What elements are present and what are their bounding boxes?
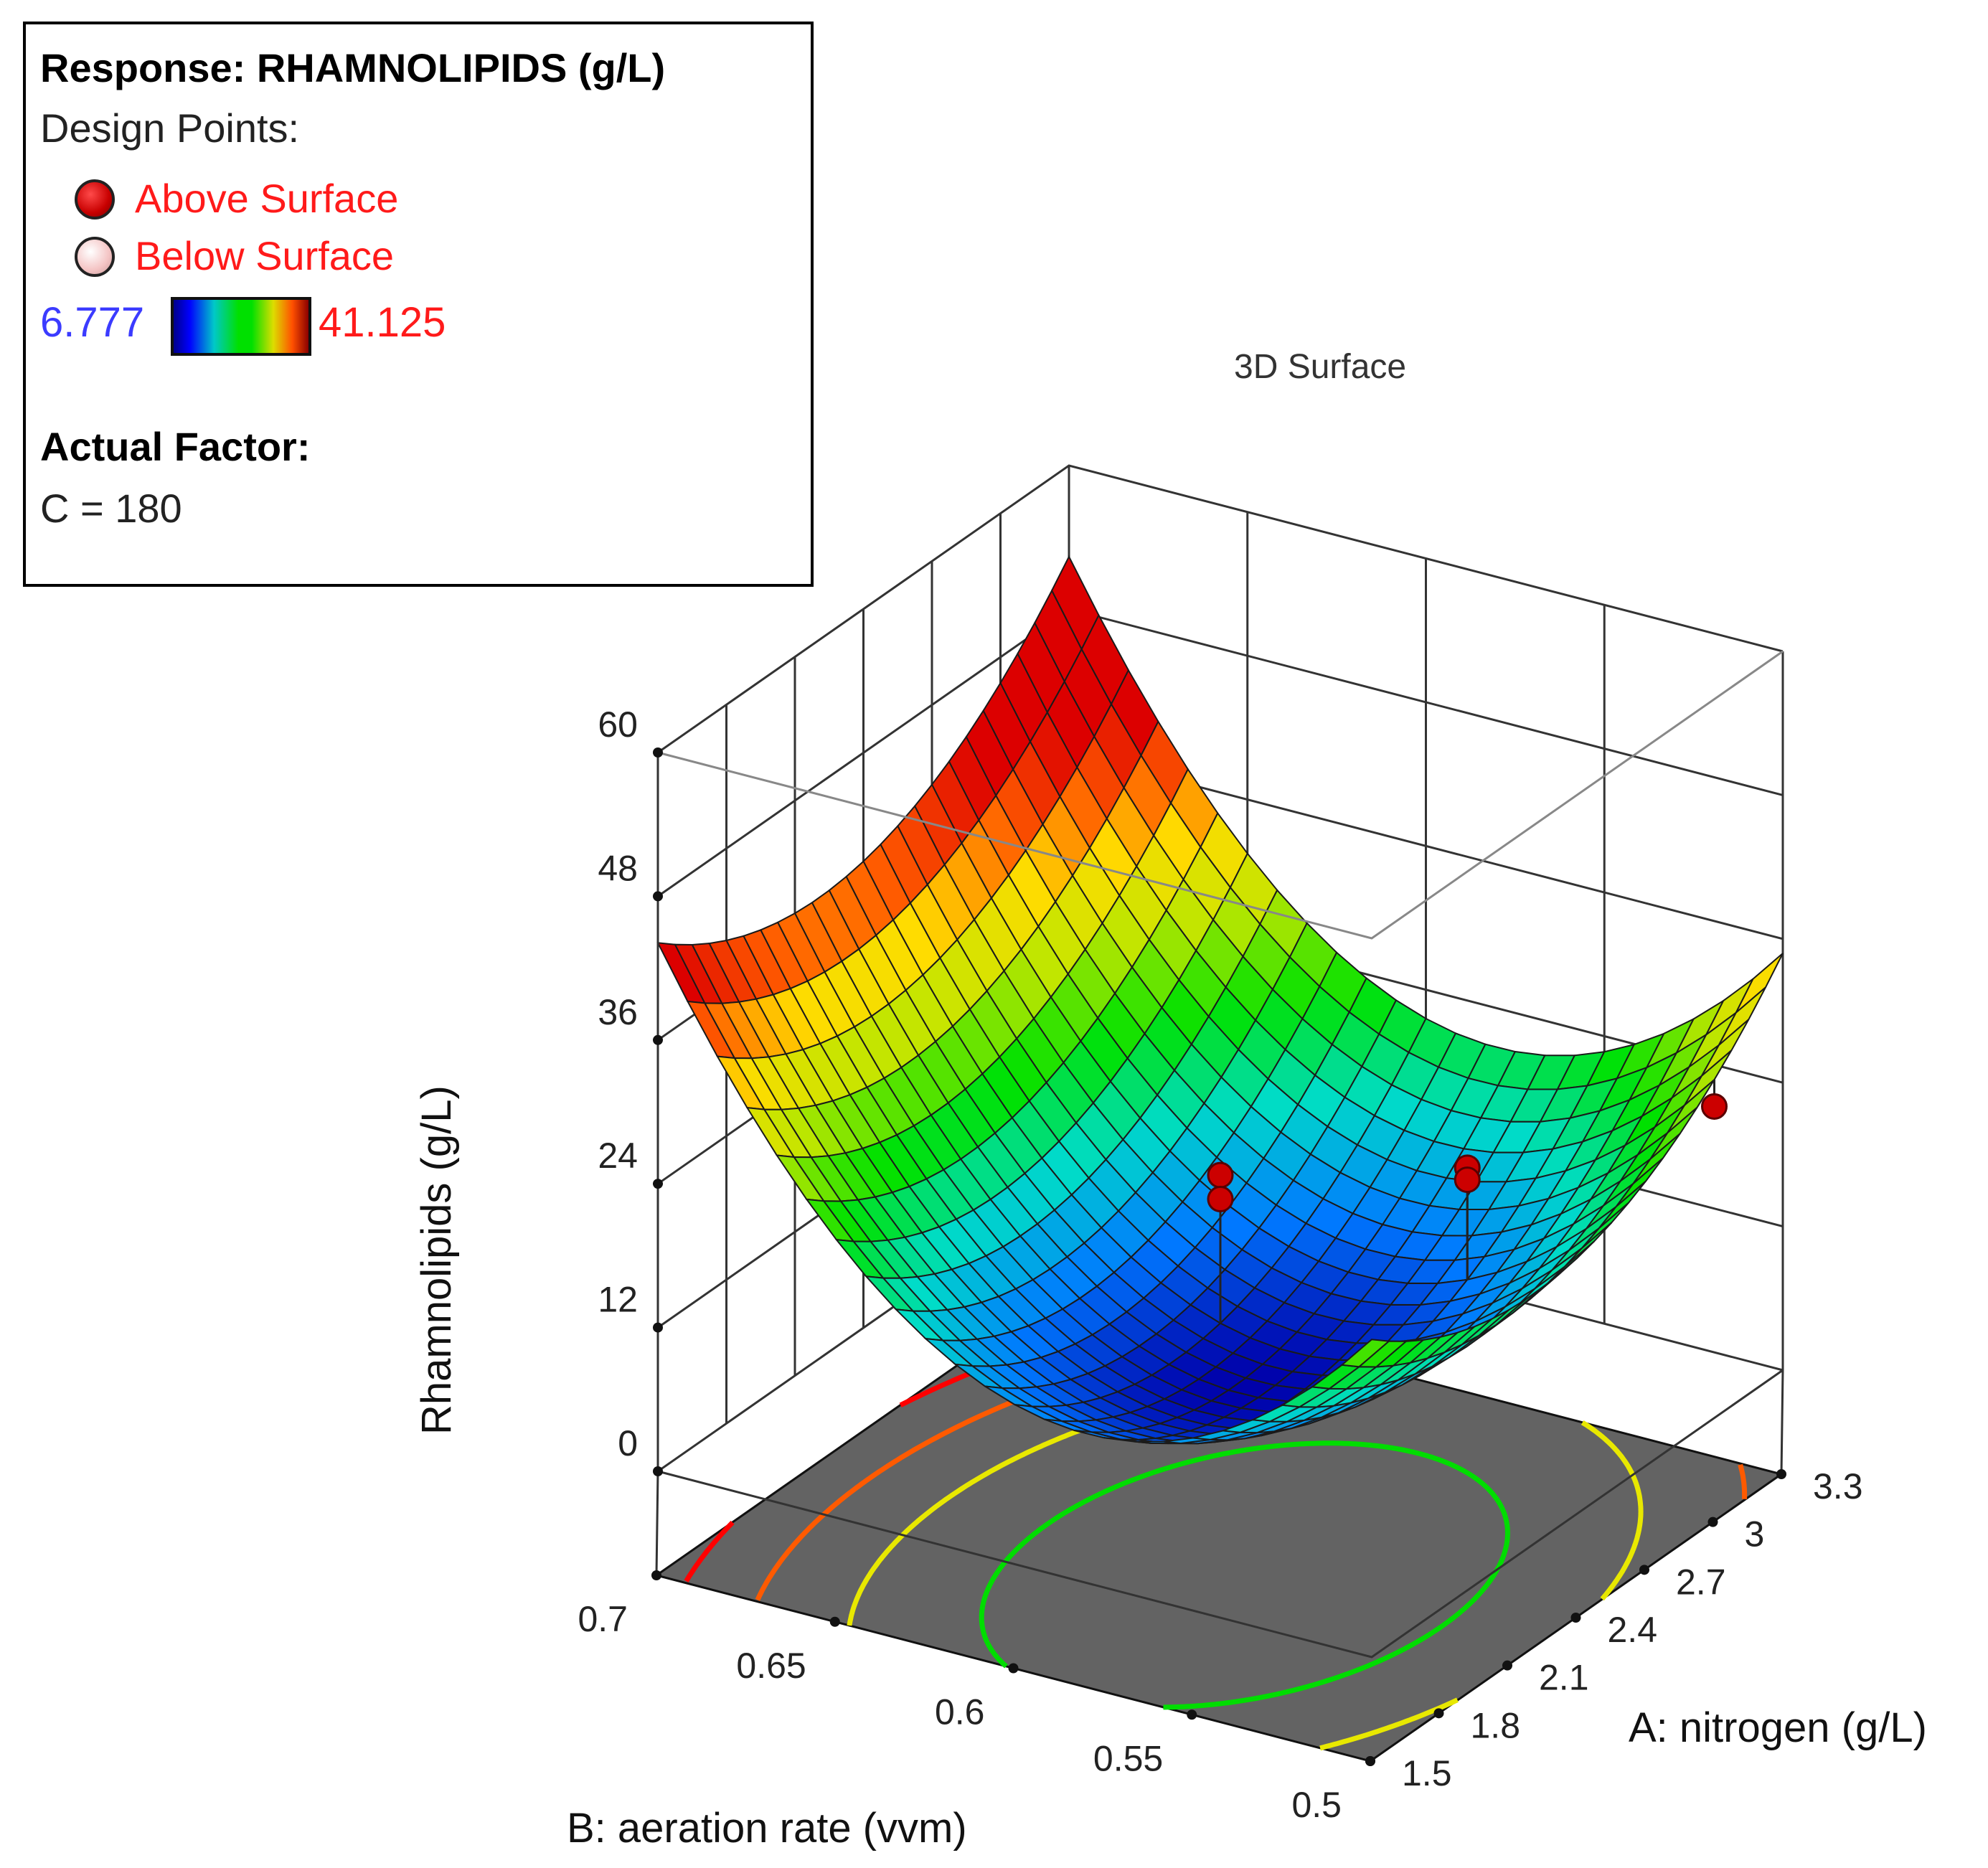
y-tick-label: 0.5 bbox=[1291, 1785, 1342, 1825]
x-tick-mark bbox=[1433, 1708, 1444, 1719]
color-scale-min: 6.777 bbox=[40, 299, 145, 346]
x-tick-label: 2.7 bbox=[1676, 1562, 1726, 1602]
z-tick-label: 48 bbox=[598, 848, 638, 888]
actual-factor-label: Actual Factor: bbox=[40, 424, 311, 469]
below-surface-label: Below Surface bbox=[135, 233, 395, 278]
floor-right-connector bbox=[1780, 1369, 1784, 1475]
chart-title: 3D Surface bbox=[1234, 348, 1407, 386]
x-tick-label: 3.3 bbox=[1813, 1466, 1863, 1506]
design-point-marker bbox=[1207, 1161, 1234, 1189]
design-points-group bbox=[1207, 1080, 1728, 1324]
z-tick-mark bbox=[653, 1466, 663, 1476]
x-tick-label: 3 bbox=[1745, 1514, 1765, 1555]
wall-gridline-z bbox=[657, 464, 1784, 754]
x-tick-label: 2.4 bbox=[1608, 1610, 1658, 1650]
response-title: Response: RHAMNOLIPIDS (g/L) bbox=[40, 45, 666, 90]
y-tick-label: 0.55 bbox=[1093, 1738, 1163, 1778]
legend-box bbox=[23, 22, 814, 587]
design-point-marker bbox=[1701, 1093, 1728, 1120]
z-tick-mark bbox=[653, 1034, 663, 1045]
x-tick-label: 2.1 bbox=[1539, 1658, 1589, 1698]
tick-group: 0 12 24 36 48 60 1.5 1.8 2.1 2.4 2.7 3 3.3 0.5 0.55 0.6… bbox=[578, 704, 1862, 1825]
x-tick-label: 1.5 bbox=[1402, 1753, 1452, 1793]
above-surface-label: Above Surface bbox=[135, 176, 399, 221]
y-tick-mark bbox=[1365, 1756, 1375, 1766]
design-point-marker bbox=[1207, 1186, 1234, 1213]
z-tick-mark bbox=[653, 1322, 663, 1333]
z-tick-label: 24 bbox=[598, 1136, 638, 1176]
x-tick-mark bbox=[1502, 1660, 1512, 1671]
design-point-marker bbox=[1454, 1166, 1481, 1194]
surface-cell bbox=[1340, 1339, 1391, 1368]
z-tick-label: 12 bbox=[598, 1280, 638, 1320]
x-tick-mark bbox=[1570, 1613, 1581, 1623]
x-tick-mark bbox=[1707, 1516, 1718, 1527]
color-scale-max: 41.125 bbox=[319, 299, 446, 346]
contour-line-0 bbox=[979, 1440, 1511, 1710]
below-surface-dot-icon bbox=[75, 237, 115, 277]
front-frame-group bbox=[655, 650, 1784, 1659]
x-tick-label: 1.8 bbox=[1471, 1705, 1521, 1745]
actual-factor-value: C = 180 bbox=[40, 486, 182, 531]
y-tick-label: 0.65 bbox=[736, 1646, 806, 1686]
z-tick-mark bbox=[653, 1179, 663, 1189]
box-top-front-edge bbox=[657, 650, 1784, 940]
z-tick-mark bbox=[653, 891, 663, 902]
x-axis-label: A: nitrogen (g/L) bbox=[1629, 1704, 1927, 1751]
surface-group bbox=[656, 555, 1784, 1445]
design-points-label: Design Points: bbox=[40, 105, 300, 151]
y-tick-mark bbox=[1008, 1663, 1019, 1674]
color-scale-bar bbox=[171, 297, 311, 356]
y-tick-mark bbox=[651, 1570, 661, 1580]
y-tick-mark bbox=[1187, 1709, 1197, 1720]
surface-cell bbox=[1735, 953, 1784, 1014]
z-axis-label: Rhamnolipids (g/L) bbox=[413, 1085, 460, 1435]
floor-left-connector bbox=[655, 1471, 659, 1576]
z-tick-label: 60 bbox=[598, 704, 638, 745]
x-tick-mark bbox=[1776, 1469, 1786, 1479]
above-surface-dot-icon bbox=[75, 179, 115, 220]
y-axis-label: B: aeration rate (vvm) bbox=[567, 1805, 967, 1852]
z-tick-label: 36 bbox=[598, 992, 638, 1032]
y-tick-label: 0.6 bbox=[935, 1692, 985, 1732]
box-bottom-front-edge bbox=[657, 1369, 1784, 1659]
y-tick-mark bbox=[829, 1616, 840, 1627]
x-tick-mark bbox=[1639, 1565, 1649, 1575]
y-tick-label: 0.7 bbox=[578, 1599, 628, 1639]
z-tick-label: 0 bbox=[618, 1423, 638, 1463]
z-tick-mark bbox=[653, 747, 663, 758]
